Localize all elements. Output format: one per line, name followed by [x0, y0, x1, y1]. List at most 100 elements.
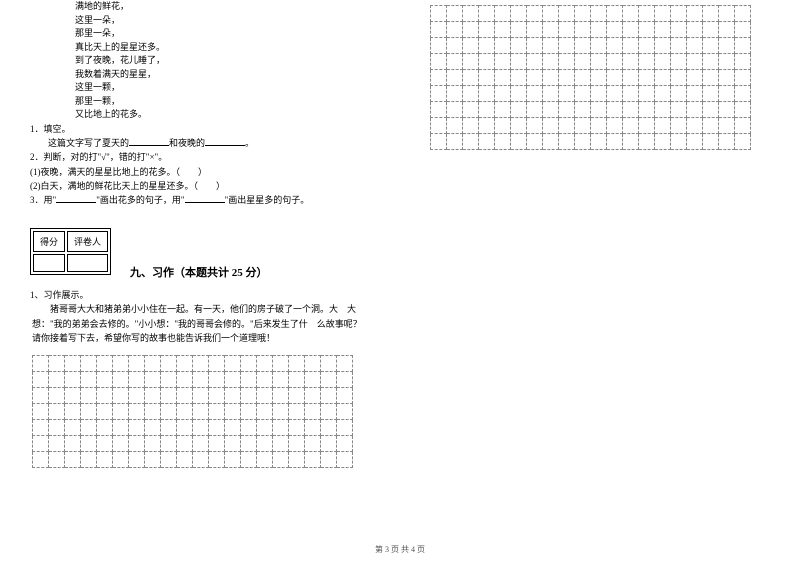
grid-cell[interactable]	[97, 436, 113, 452]
grid-cell[interactable]	[655, 38, 671, 54]
grid-cell[interactable]	[447, 102, 463, 118]
grid-cell[interactable]	[623, 6, 639, 22]
grid-cell[interactable]	[81, 388, 97, 404]
grid-cell[interactable]	[591, 38, 607, 54]
grid-cell[interactable]	[735, 134, 751, 150]
grid-cell[interactable]	[177, 388, 193, 404]
grid-cell[interactable]	[289, 420, 305, 436]
grid-cell[interactable]	[337, 388, 353, 404]
grid-cell[interactable]	[145, 356, 161, 372]
grid-cell[interactable]	[655, 102, 671, 118]
grid-cell[interactable]	[129, 452, 145, 468]
grid-cell[interactable]	[479, 6, 495, 22]
grid-cell[interactable]	[671, 6, 687, 22]
grid-cell[interactable]	[65, 452, 81, 468]
grid-cell[interactable]	[655, 86, 671, 102]
grid-cell[interactable]	[639, 22, 655, 38]
grid-cell[interactable]	[703, 70, 719, 86]
grid-cell[interactable]	[511, 54, 527, 70]
grid-cell[interactable]	[273, 404, 289, 420]
grid-cell[interactable]	[479, 54, 495, 70]
grid-cell[interactable]	[337, 356, 353, 372]
grid-cell[interactable]	[321, 452, 337, 468]
grid-cell[interactable]	[209, 372, 225, 388]
grid-cell[interactable]	[113, 372, 129, 388]
grid-cell[interactable]	[623, 102, 639, 118]
grid-cell[interactable]	[575, 86, 591, 102]
grid-cell[interactable]	[431, 118, 447, 134]
grid-cell[interactable]	[671, 22, 687, 38]
grid-cell[interactable]	[671, 134, 687, 150]
grid-cell[interactable]	[193, 356, 209, 372]
grid-cell[interactable]	[735, 54, 751, 70]
grid-cell[interactable]	[591, 70, 607, 86]
grid-cell[interactable]	[575, 118, 591, 134]
grid-cell[interactable]	[49, 436, 65, 452]
grid-cell[interactable]	[447, 6, 463, 22]
grid-cell[interactable]	[575, 102, 591, 118]
grid-cell[interactable]	[703, 54, 719, 70]
grid-cell[interactable]	[161, 452, 177, 468]
grid-cell[interactable]	[97, 372, 113, 388]
grid-cell[interactable]	[145, 436, 161, 452]
grid-cell[interactable]	[273, 420, 289, 436]
grid-cell[interactable]	[321, 404, 337, 420]
grid-cell[interactable]	[495, 38, 511, 54]
grid-cell[interactable]	[305, 404, 321, 420]
grid-cell[interactable]	[65, 388, 81, 404]
grid-cell[interactable]	[129, 356, 145, 372]
grid-cell[interactable]	[735, 102, 751, 118]
grid-cell[interactable]	[225, 420, 241, 436]
grid-cell[interactable]	[735, 22, 751, 38]
grid-cell[interactable]	[431, 86, 447, 102]
grid-cell[interactable]	[129, 372, 145, 388]
grid-cell[interactable]	[511, 86, 527, 102]
grid-cell[interactable]	[511, 38, 527, 54]
grid-cell[interactable]	[591, 86, 607, 102]
grid-cell[interactable]	[161, 356, 177, 372]
grid-cell[interactable]	[719, 54, 735, 70]
grid-cell[interactable]	[655, 22, 671, 38]
grid-cell[interactable]	[65, 372, 81, 388]
grid-cell[interactable]	[735, 86, 751, 102]
grid-cell[interactable]	[527, 38, 543, 54]
grid-cell[interactable]	[719, 70, 735, 86]
grid-cell[interactable]	[527, 118, 543, 134]
grid-cell[interactable]	[241, 420, 257, 436]
grid-cell[interactable]	[241, 452, 257, 468]
grid-cell[interactable]	[209, 420, 225, 436]
grid-cell[interactable]	[97, 388, 113, 404]
grid-cell[interactable]	[177, 420, 193, 436]
grid-cell[interactable]	[49, 356, 65, 372]
grid-cell[interactable]	[607, 118, 623, 134]
grid-cell[interactable]	[305, 372, 321, 388]
grid-cell[interactable]	[177, 372, 193, 388]
grid-cell[interactable]	[607, 102, 623, 118]
grid-cell[interactable]	[225, 452, 241, 468]
score-blank-left[interactable]	[33, 254, 65, 272]
grid-cell[interactable]	[337, 436, 353, 452]
grid-cell[interactable]	[559, 6, 575, 22]
grid-cell[interactable]	[623, 70, 639, 86]
grid-cell[interactable]	[447, 134, 463, 150]
grid-cell[interactable]	[225, 388, 241, 404]
grid-cell[interactable]	[463, 70, 479, 86]
grid-cell[interactable]	[81, 356, 97, 372]
grid-cell[interactable]	[129, 436, 145, 452]
grid-cell[interactable]	[209, 356, 225, 372]
grid-cell[interactable]	[321, 356, 337, 372]
grid-cell[interactable]	[479, 22, 495, 38]
grid-cell[interactable]	[97, 356, 113, 372]
grid-cell[interactable]	[639, 6, 655, 22]
grid-cell[interactable]	[591, 102, 607, 118]
grid-cell[interactable]	[65, 436, 81, 452]
grid-cell[interactable]	[511, 6, 527, 22]
grid-cell[interactable]	[479, 38, 495, 54]
grid-cell[interactable]	[289, 356, 305, 372]
grid-cell[interactable]	[527, 6, 543, 22]
grid-cell[interactable]	[527, 70, 543, 86]
grid-cell[interactable]	[49, 420, 65, 436]
grid-cell[interactable]	[257, 372, 273, 388]
grid-cell[interactable]	[33, 452, 49, 468]
grid-cell[interactable]	[161, 388, 177, 404]
